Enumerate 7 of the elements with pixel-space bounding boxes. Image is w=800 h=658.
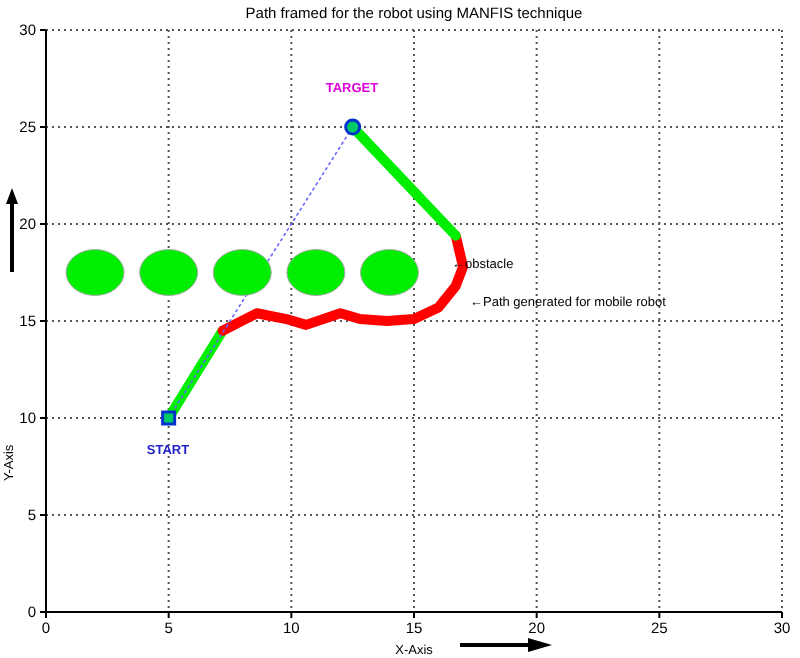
point xyxy=(286,249,346,296)
point xyxy=(212,249,272,296)
point xyxy=(139,249,199,296)
point xyxy=(161,410,177,426)
point xyxy=(344,118,362,136)
point xyxy=(359,249,419,296)
point xyxy=(65,249,125,296)
